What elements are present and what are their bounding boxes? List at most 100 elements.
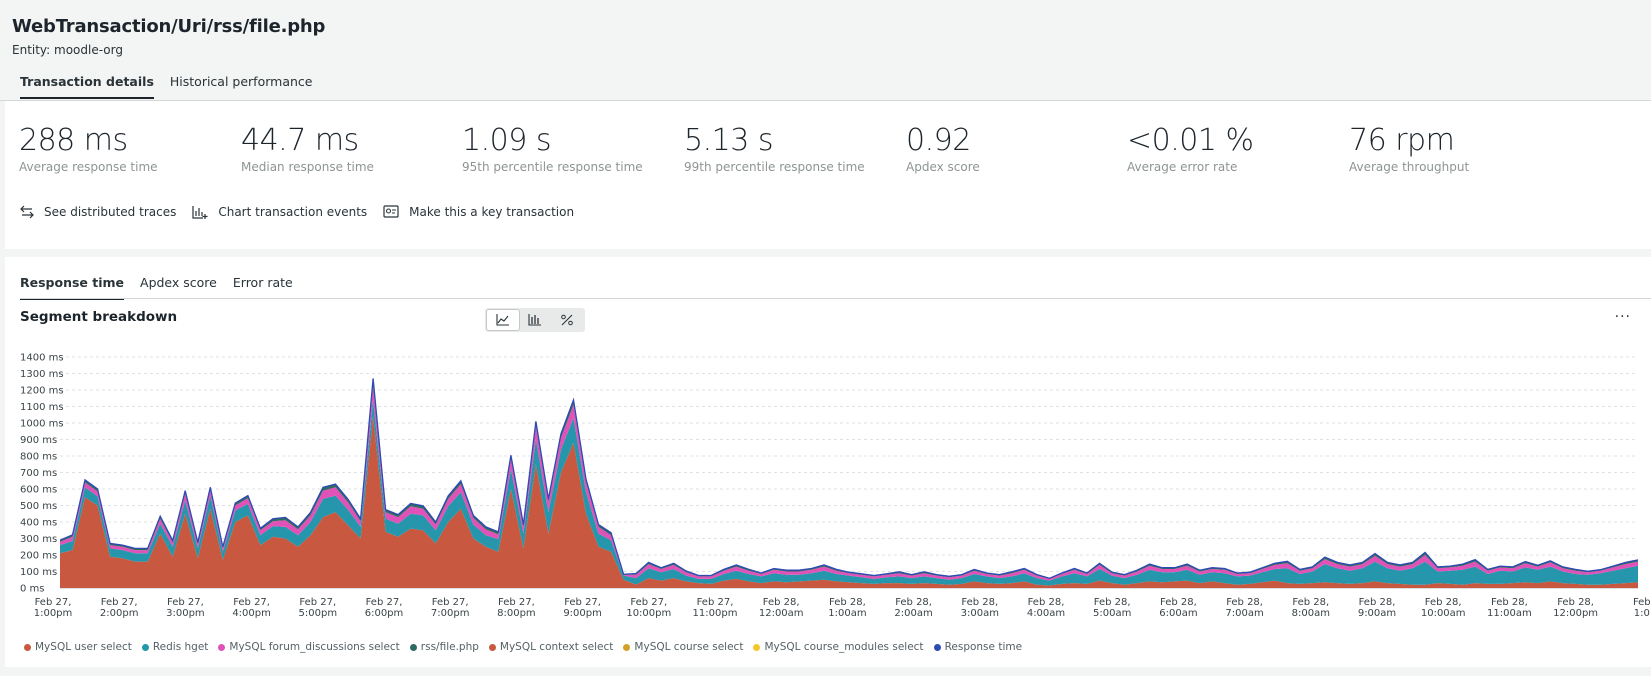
metric-label: Average error rate bbox=[1127, 160, 1238, 174]
legend-item[interactable]: Redis hget bbox=[141, 641, 209, 653]
x-tick-label: Feb 28, bbox=[829, 597, 866, 608]
y-tick-label: 1100 ms bbox=[20, 402, 64, 413]
legend-label: MySQL course select bbox=[634, 641, 744, 653]
x-tick-label: 12:00pm bbox=[1553, 608, 1598, 619]
x-tick-label: Feb 28, bbox=[1425, 597, 1462, 608]
tab-historical-performance[interactable]: Historical performance bbox=[169, 74, 313, 89]
x-tick-label: Feb 27, bbox=[299, 597, 336, 608]
area-view-button[interactable] bbox=[487, 310, 519, 330]
y-tick-label: 1300 ms bbox=[20, 369, 64, 380]
chart-legend: MySQL user select Redis hget MySQL forum_d… bbox=[24, 641, 1032, 653]
tab-error-rate[interactable]: Error rate bbox=[232, 275, 293, 290]
x-tick-label: Feb 28, bbox=[1557, 597, 1594, 608]
x-tick-label: Feb 28, bbox=[1359, 597, 1396, 608]
x-tick-label: Feb 28, bbox=[961, 597, 998, 608]
page-header: WebTransaction/Uri/rss/file.php Entity: … bbox=[0, 0, 1651, 100]
x-tick-label: 10:00am bbox=[1421, 608, 1466, 619]
page-title: WebTransaction/Uri/rss/file.php bbox=[12, 16, 326, 37]
metric-label: Median response time bbox=[241, 160, 374, 174]
legend-item[interactable]: MySQL course_modules select bbox=[753, 641, 924, 653]
x-tick-label: Feb 27, bbox=[167, 597, 204, 608]
tab-apdex-score[interactable]: Apdex score bbox=[140, 275, 217, 290]
x-tick-label: Feb 27, bbox=[498, 597, 535, 608]
legend-swatch bbox=[488, 643, 496, 651]
x-tick-label: 1:0 bbox=[1634, 608, 1650, 619]
chart-card: Response time Apdex score Error rate Seg… bbox=[5, 257, 1651, 667]
x-tick-label: Feb 27, bbox=[432, 597, 469, 608]
area-mysql-context-select bbox=[60, 416, 1638, 588]
metric-label: 99th percentile response time bbox=[684, 160, 865, 174]
legend-item[interactable]: MySQL forum_discussions select bbox=[218, 641, 400, 653]
metric-value: 44.7 ms bbox=[241, 123, 359, 158]
metric-label: Apdex score bbox=[906, 160, 980, 174]
x-tick-label: Feb 27, bbox=[366, 597, 403, 608]
x-tick-label: 4:00pm bbox=[232, 608, 271, 619]
chart-tabs: Response time Apdex score Error rate bbox=[20, 275, 309, 300]
x-tick-label: 11:00am bbox=[1487, 608, 1532, 619]
metric-average-response-time: 288 ms Average response time bbox=[19, 123, 158, 174]
bar-chart-add-icon bbox=[192, 206, 208, 219]
y-tick-label: 0 ms bbox=[20, 584, 45, 595]
action-label: See distributed traces bbox=[44, 205, 177, 219]
x-tick-label: 2:00pm bbox=[100, 608, 139, 619]
y-tick-label: 1000 ms bbox=[20, 419, 64, 430]
x-tick-label: Feb 28, bbox=[1226, 597, 1263, 608]
chart-tabs-divider bbox=[20, 298, 1651, 299]
legend-swatch bbox=[218, 643, 226, 651]
legend-label: Response time bbox=[944, 641, 1023, 653]
tab-transaction-details[interactable]: Transaction details bbox=[20, 74, 154, 99]
x-tick-label: 11:00pm bbox=[693, 608, 738, 619]
y-tick-label: 900 ms bbox=[20, 435, 57, 446]
x-tick-label: Feb bbox=[1633, 597, 1651, 608]
page-tabs: Transaction details Historical performan… bbox=[20, 74, 328, 99]
metric-throughput: 76 rpm Average throughput bbox=[1349, 123, 1469, 174]
metric-99th-percentile: 5.13 s 99th percentile response time bbox=[684, 123, 865, 174]
y-tick-label: 1400 ms bbox=[20, 353, 64, 364]
legend-item[interactable]: Response time bbox=[933, 641, 1023, 653]
y-tick-label: 600 ms bbox=[20, 485, 57, 496]
x-tick-label: 5:00pm bbox=[299, 608, 338, 619]
x-tick-label: 2:00am bbox=[894, 608, 932, 619]
make-key-transaction-button[interactable]: Make this a key transaction bbox=[383, 205, 574, 219]
chart-transaction-events-button[interactable]: Chart transaction events bbox=[192, 205, 367, 219]
x-tick-label: 7:00pm bbox=[431, 608, 470, 619]
x-tick-label: Feb 27, bbox=[35, 597, 72, 608]
see-distributed-traces-button[interactable]: See distributed traces bbox=[20, 205, 176, 219]
tab-response-time[interactable]: Response time bbox=[20, 275, 125, 300]
y-tick-label: 300 ms bbox=[20, 534, 57, 545]
x-tick-label: Feb 27, bbox=[233, 597, 270, 608]
y-tick-label: 200 ms bbox=[20, 551, 57, 562]
x-tick-label: 3:00am bbox=[961, 608, 999, 619]
x-tick-label: 8:00pm bbox=[497, 608, 536, 619]
x-tick-label: 1:00am bbox=[828, 608, 866, 619]
x-tick-label: Feb 28, bbox=[763, 597, 800, 608]
x-tick-label: 12:00am bbox=[759, 608, 804, 619]
x-tick-label: Feb 27, bbox=[697, 597, 734, 608]
x-tick-label: 7:00am bbox=[1225, 608, 1263, 619]
legend-item[interactable]: rss/file.php bbox=[409, 641, 479, 653]
x-tick-label: 6:00am bbox=[1159, 608, 1197, 619]
legend-label: MySQL forum_discussions select bbox=[229, 641, 400, 653]
legend-swatch bbox=[141, 643, 149, 651]
legend-swatch bbox=[623, 643, 631, 651]
metric-95th-percentile: 1.09 s 95th percentile response time bbox=[462, 123, 643, 174]
chart-view-toggle bbox=[485, 308, 585, 332]
legend-swatch bbox=[933, 643, 941, 651]
x-tick-label: 5:00am bbox=[1093, 608, 1131, 619]
x-tick-label: Feb 27, bbox=[630, 597, 667, 608]
bar-view-button[interactable] bbox=[519, 310, 551, 330]
legend-item[interactable]: MySQL context select bbox=[488, 641, 613, 653]
x-tick-label: 10:00pm bbox=[626, 608, 671, 619]
more-options-button[interactable]: ··· bbox=[1614, 309, 1631, 325]
bar-chart-icon bbox=[528, 314, 541, 326]
legend-item[interactable]: MySQL course select bbox=[623, 641, 743, 653]
legend-label: Redis hget bbox=[152, 641, 209, 653]
percent-view-button[interactable] bbox=[551, 310, 583, 330]
x-tick-label: 4:00am bbox=[1027, 608, 1065, 619]
legend-label: rss/file.php bbox=[420, 641, 479, 653]
action-bar: See distributed traces Chart transaction… bbox=[20, 205, 590, 219]
metric-value: 1.09 s bbox=[462, 123, 551, 158]
metric-label: Average throughput bbox=[1349, 160, 1470, 174]
legend-item[interactable]: MySQL user select bbox=[24, 641, 132, 653]
summary-card: 288 ms Average response time 44.7 ms Med… bbox=[5, 101, 1651, 249]
